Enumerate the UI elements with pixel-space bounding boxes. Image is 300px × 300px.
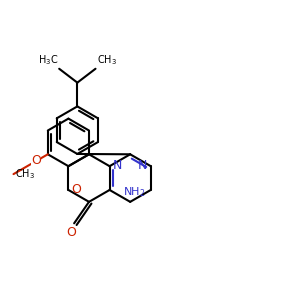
Text: O: O [71, 184, 81, 196]
Text: N: N [113, 159, 122, 172]
Text: CH$_3$: CH$_3$ [97, 54, 117, 68]
Text: NH$_2$: NH$_2$ [123, 185, 146, 199]
Text: CH$_3$: CH$_3$ [15, 167, 35, 181]
Text: H$_3$C: H$_3$C [38, 54, 58, 68]
Text: N: N [138, 159, 148, 172]
Text: O: O [32, 154, 41, 167]
Text: O: O [67, 226, 76, 239]
